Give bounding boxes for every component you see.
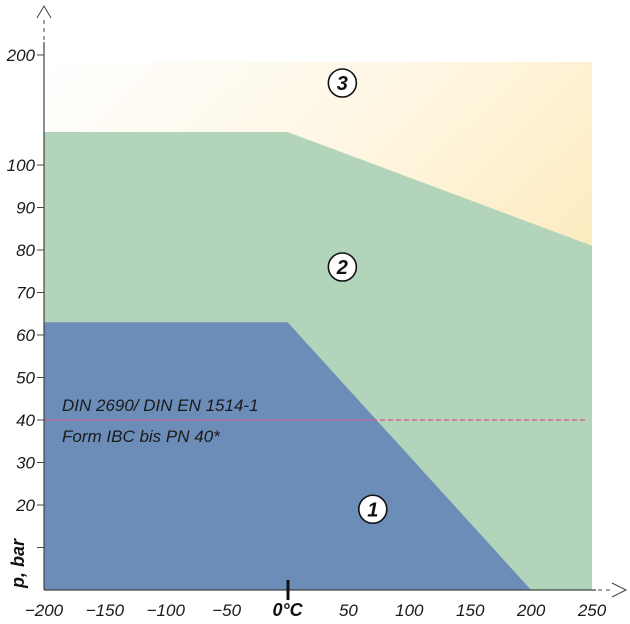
zone-label-circle: [327, 68, 358, 98]
x-tick-label: 100: [395, 601, 424, 620]
zone-label-2: 2: [327, 252, 358, 282]
y-axis-arrow-icon: [36, 5, 52, 19]
y-tick-label: 20: [15, 496, 35, 515]
y-tick-label: 60: [16, 326, 35, 345]
y-tick-label: 90: [16, 199, 35, 218]
y-tick-label: 40: [16, 411, 35, 430]
y-tick-label: 80: [16, 241, 35, 260]
y-axis-label: p, bar: [8, 538, 28, 589]
zone-label-circle: [357, 494, 388, 525]
y-tick-label: 50: [16, 369, 35, 388]
x-tick-label: 250: [577, 601, 607, 620]
x-axis-arrow-icon: [611, 582, 628, 598]
zone-label-circle: [327, 252, 358, 282]
x-tick-label-zero: 0°C: [272, 600, 303, 620]
x-ticks: −200 −150 −100 −50 0°C 50 100 150 200 250: [25, 600, 607, 620]
zone-label-text: 3: [337, 73, 348, 95]
zone-label-3: 3: [327, 68, 358, 98]
zone-label-text: 1: [367, 499, 378, 521]
y-ticks: 20 30 40 50 60 70 80 90 100 200: [6, 46, 44, 548]
x-tick-label: −100: [147, 601, 186, 620]
zone-label-1: 1: [357, 494, 388, 525]
zone-label-text: 2: [336, 257, 348, 279]
x-tick-label: 50: [339, 601, 358, 620]
y-tick-label: 30: [16, 454, 35, 473]
reference-line-label-2: Form IBC bis PN 40*: [62, 427, 221, 446]
x-tick-label: −50: [212, 601, 241, 620]
x-tick-label: −200: [25, 601, 64, 620]
y-tick-label: 200: [6, 46, 36, 65]
zone-labels: 1 2 3: [327, 68, 388, 525]
y-tick-label: 100: [7, 156, 36, 175]
reference-line-label-1: DIN 2690/ DIN EN 1514-1: [62, 396, 259, 415]
zone-1-area: [44, 322, 532, 590]
x-tick-label: 200: [516, 601, 546, 620]
x-tick-label: 150: [456, 601, 485, 620]
y-tick-label: 70: [16, 284, 35, 303]
x-tick-label: −150: [86, 601, 125, 620]
